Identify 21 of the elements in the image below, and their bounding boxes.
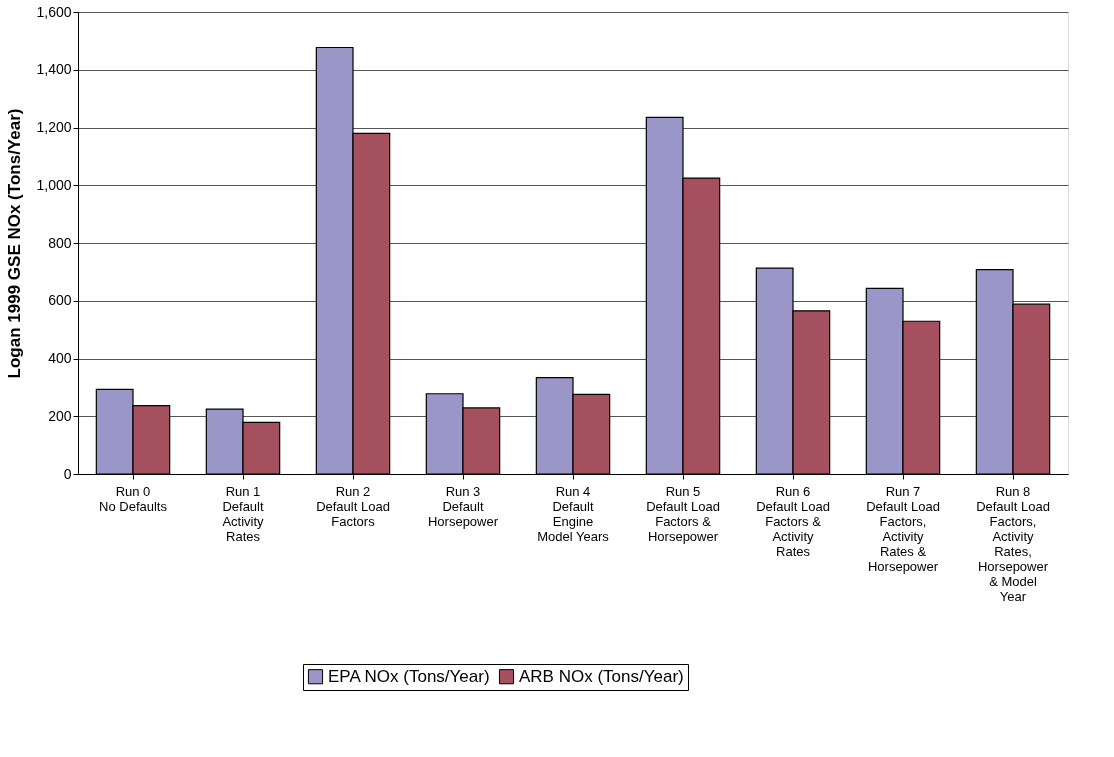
y-tick-label: 1,200 xyxy=(36,119,72,135)
y-tick-label: 800 xyxy=(48,234,72,251)
legend-label: ARB NOx (Tons/Year) xyxy=(519,666,684,686)
x-tick-label: Run 6 Default Load Factors & Activity Rates xyxy=(756,483,830,559)
x-tick-label: Run 8 Default Load Factors, Activity Rates, Horsepower & Model Year xyxy=(976,483,1050,604)
x-tick-label: Run 2 Default Load Factors xyxy=(316,483,390,529)
y-axis-title: Logan 1999 GSE NOx (Tons/Year) xyxy=(5,108,25,379)
x-tick-label: Run 0 No Defaults xyxy=(99,483,168,514)
y-tick-label: 0 xyxy=(63,465,72,482)
y-tick-label: 1,400 xyxy=(36,61,72,78)
x-tick-label: Run 3 Default Horsepower xyxy=(427,483,499,529)
x-tick-label: Run 1 Default Activity Rates xyxy=(222,483,265,544)
y-tick-label: 1,000 xyxy=(36,176,72,193)
legend-label: EPA NOx (Tons/Year) xyxy=(328,666,490,686)
y-tick-label: 200 xyxy=(48,407,72,424)
y-tick-label: 600 xyxy=(48,292,72,309)
x-tick-label: Run 7 Default Load Factors, Activity Rates & Horsepower xyxy=(866,483,940,574)
x-tick-label: Run 4 Default Engine Model Years xyxy=(537,483,610,544)
y-tick-label: 400 xyxy=(48,350,72,366)
x-tick-label: Run 5 Default Load Factors & Horsepower xyxy=(646,483,720,544)
y-tick-label: 1,600 xyxy=(36,3,72,20)
